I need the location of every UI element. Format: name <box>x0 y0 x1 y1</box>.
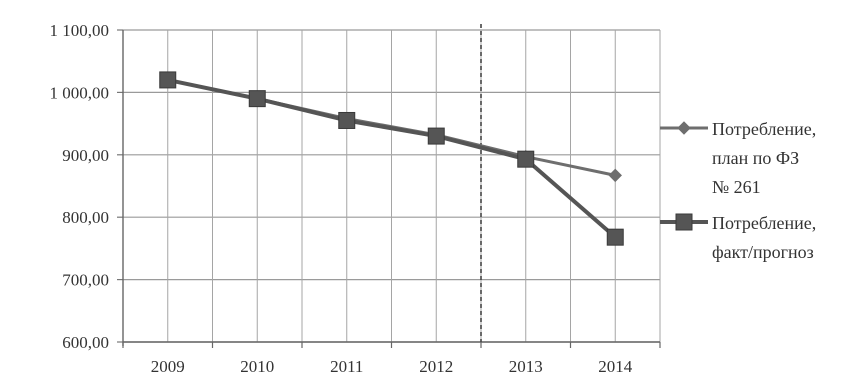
series-line-2 <box>167 77 617 239</box>
series-2-point <box>427 127 445 145</box>
series-2-point <box>159 71 177 89</box>
chart-grid <box>122 29 661 343</box>
legend-marker-1 <box>677 121 691 135</box>
x-tick-label: 2013 <box>509 357 543 376</box>
chart-series <box>159 71 624 246</box>
series-2-point <box>248 90 266 108</box>
x-tick-label: 2010 <box>240 357 274 376</box>
series-2-point <box>606 228 624 246</box>
series-2-point <box>338 111 356 129</box>
series-1-point <box>608 168 622 183</box>
chart-legend: Потребление, план по ФЗ № 261 Потребление, ф… <box>660 119 816 262</box>
legend-label-2: факт/прогноз <box>712 242 814 262</box>
x-tick-label: 2014 <box>598 357 633 376</box>
legend-label-2: Потребление, <box>712 213 816 233</box>
y-tick-label: 600,00 <box>62 333 109 352</box>
y-tick-label: 900,00 <box>62 146 109 165</box>
y-tick-label: 800,00 <box>62 208 109 227</box>
legend-label-1: Потребление, <box>712 119 816 139</box>
series-2-point <box>517 150 535 168</box>
x-tick-label: 2012 <box>419 357 453 376</box>
x-tick-label: 2009 <box>151 357 185 376</box>
y-tick-label: 700,00 <box>62 271 109 290</box>
chart-axes: 600,00 700,00 800,00 900,00 1 000,00 1 100,00… <box>50 21 661 376</box>
y-tick-label: 1 000,00 <box>50 83 110 102</box>
legend-marker-2 <box>675 213 693 231</box>
legend-label-1: план по ФЗ <box>712 148 799 168</box>
y-tick-label: 1 100,00 <box>50 21 110 40</box>
x-tick-label: 2011 <box>330 357 363 376</box>
legend-label-1: № 261 <box>712 177 761 197</box>
